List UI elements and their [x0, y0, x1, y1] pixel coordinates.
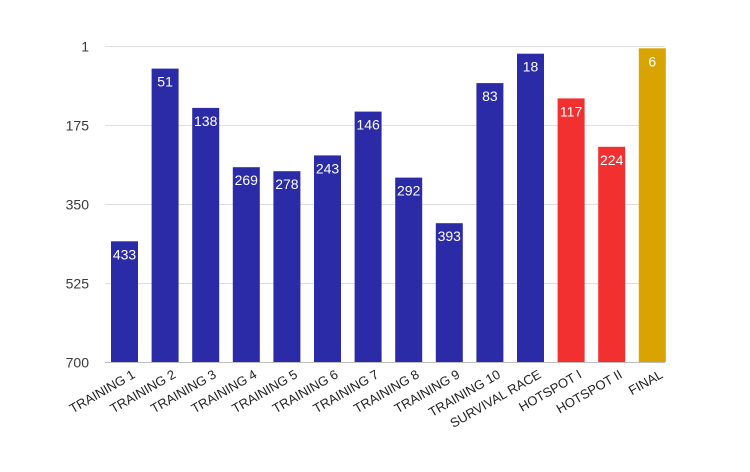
data-label: 243: [316, 160, 340, 176]
data-labels: 433 51 138 269 278 243 146 292 393 83 18 117 224 6: [113, 53, 657, 262]
data-label: 138: [194, 113, 218, 129]
y-tick-label: 350: [66, 197, 90, 213]
y-tick-label: 1: [81, 39, 89, 55]
bar: [395, 177, 423, 362]
data-label: 146: [356, 117, 380, 133]
bar: [517, 53, 544, 362]
data-label: 51: [157, 74, 173, 90]
data-label: 292: [397, 183, 421, 199]
bar: [192, 107, 220, 363]
y-tick-label: 175: [66, 118, 90, 134]
data-label: 6: [648, 53, 656, 69]
y-tick-label: 700: [66, 355, 90, 371]
bar: [435, 223, 463, 362]
bar: [638, 48, 666, 363]
data-label: 393: [438, 228, 462, 244]
data-label: 278: [275, 176, 299, 192]
bar: [354, 111, 382, 362]
bar: [273, 171, 301, 362]
bar: [557, 98, 585, 363]
y-tick-label: 525: [66, 276, 90, 292]
category-label: FINAL: [626, 367, 665, 398]
bar: [111, 241, 138, 362]
bar: [151, 68, 179, 362]
data-label: 18: [523, 59, 539, 75]
bar: [314, 155, 341, 362]
y-axis-tick-labels: 1 175 350 525 700: [66, 39, 90, 371]
data-label: 117: [560, 103, 583, 119]
data-label: 269: [235, 172, 259, 188]
data-label: 83: [482, 88, 498, 104]
bars: [111, 48, 666, 363]
bar: [232, 167, 260, 362]
bar: [476, 83, 504, 362]
data-label: 433: [113, 246, 137, 262]
bar: [598, 146, 626, 362]
data-label: 224: [600, 152, 624, 168]
